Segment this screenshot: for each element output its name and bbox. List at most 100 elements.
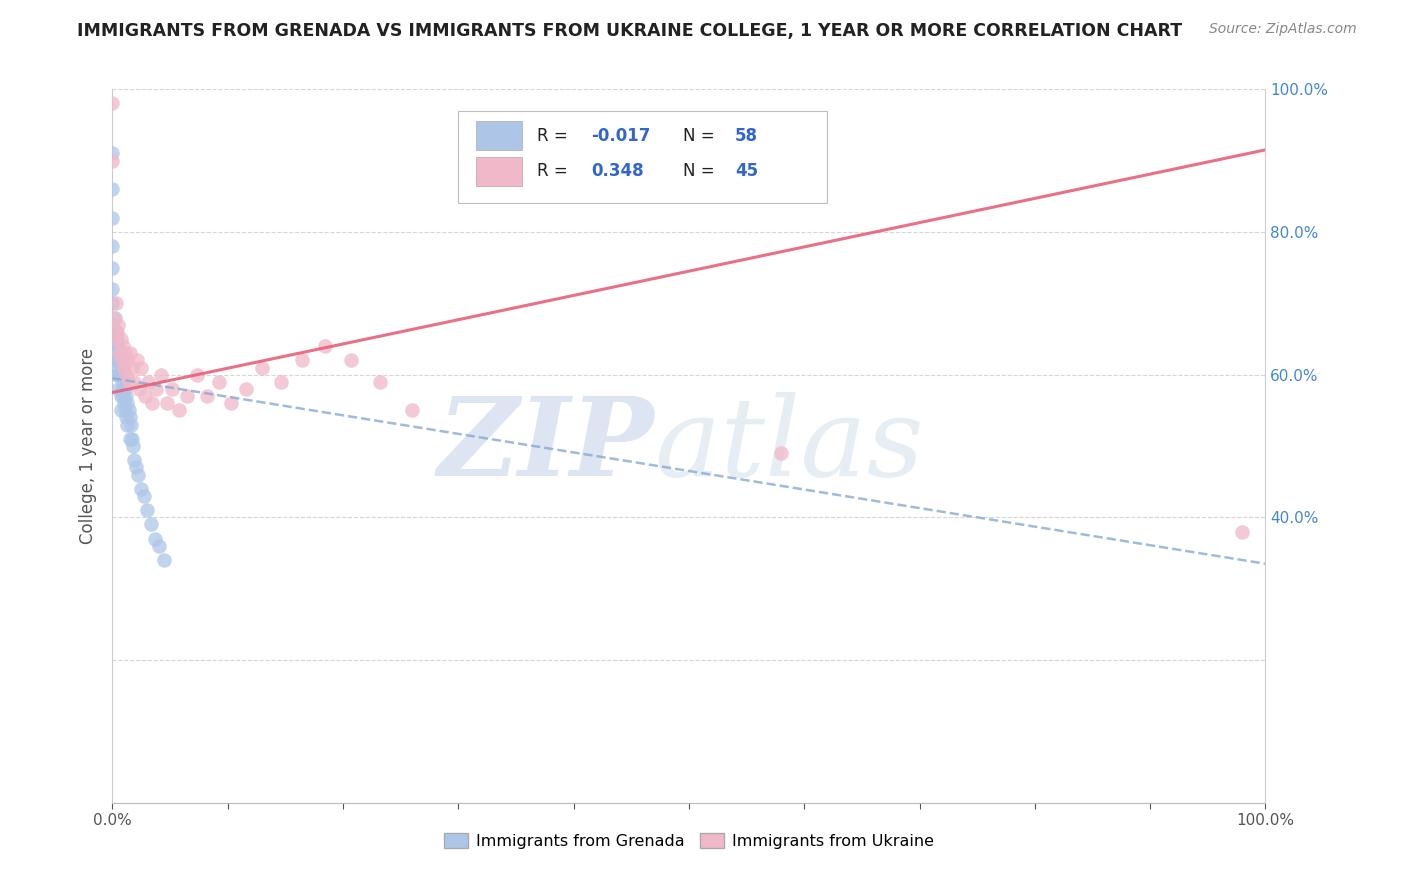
Point <box>770 446 793 460</box>
Point <box>110 389 132 403</box>
Point <box>169 403 191 417</box>
Point <box>118 410 141 425</box>
Point <box>112 396 135 410</box>
Point <box>368 375 391 389</box>
Point <box>118 432 141 446</box>
Text: Source: ZipAtlas.com: Source: ZipAtlas.com <box>1209 22 1357 37</box>
Point <box>145 382 167 396</box>
Text: N =: N = <box>683 162 720 180</box>
Point <box>117 403 139 417</box>
Point <box>207 375 229 389</box>
Text: 45: 45 <box>735 162 758 180</box>
Point <box>112 375 135 389</box>
Point <box>101 260 124 275</box>
Point <box>104 296 127 310</box>
Point <box>121 432 143 446</box>
Text: R =: R = <box>537 162 572 180</box>
Text: ZIP: ZIP <box>437 392 654 500</box>
Text: -0.017: -0.017 <box>591 127 651 145</box>
Legend: Immigrants from Grenada, Immigrants from Ukraine: Immigrants from Grenada, Immigrants from… <box>437 827 941 855</box>
Point <box>162 382 184 396</box>
Point <box>108 346 131 360</box>
Point <box>104 339 127 353</box>
Point <box>111 360 134 375</box>
Point <box>107 382 129 396</box>
Point <box>125 353 148 368</box>
Point <box>105 368 128 382</box>
Point <box>153 553 176 567</box>
Point <box>186 368 208 382</box>
Point <box>108 346 131 360</box>
Text: 58: 58 <box>735 127 758 145</box>
Point <box>122 439 145 453</box>
Point <box>104 325 127 339</box>
Point <box>117 375 139 389</box>
Point <box>107 353 129 368</box>
Point <box>110 332 132 346</box>
Point <box>129 360 153 375</box>
Point <box>115 368 138 382</box>
Point <box>101 282 124 296</box>
Point <box>104 325 127 339</box>
Point <box>270 375 292 389</box>
Point <box>115 389 138 403</box>
Point <box>252 360 274 375</box>
Point <box>110 403 132 417</box>
Point <box>110 368 132 382</box>
Point <box>124 460 146 475</box>
Point <box>104 310 127 325</box>
Point <box>1232 524 1254 539</box>
Point <box>156 396 179 410</box>
Point <box>124 375 146 389</box>
Point <box>101 332 124 346</box>
Point <box>118 346 141 360</box>
Point <box>107 318 129 332</box>
Point <box>103 310 125 325</box>
Point <box>121 360 143 375</box>
Text: 0.348: 0.348 <box>591 162 644 180</box>
Point <box>107 368 129 382</box>
Y-axis label: College, 1 year or more: College, 1 year or more <box>79 348 97 544</box>
Point <box>195 389 218 403</box>
Point <box>141 396 163 410</box>
Point <box>101 96 124 111</box>
Point <box>101 182 124 196</box>
Point <box>105 332 128 346</box>
Point <box>101 346 124 360</box>
FancyBboxPatch shape <box>475 121 522 150</box>
Point <box>107 339 129 353</box>
Point <box>111 389 134 403</box>
Point <box>129 482 153 496</box>
Point <box>340 353 363 368</box>
Point <box>105 325 128 339</box>
Point <box>111 339 134 353</box>
Point <box>117 353 139 368</box>
Point <box>104 339 127 353</box>
Point <box>235 382 257 396</box>
Point <box>115 410 138 425</box>
FancyBboxPatch shape <box>458 111 827 203</box>
Point <box>114 382 136 396</box>
Point <box>176 389 198 403</box>
Point <box>112 360 135 375</box>
Point <box>114 346 136 360</box>
Point <box>104 332 127 346</box>
Point <box>401 403 423 417</box>
Point <box>117 417 139 432</box>
Point <box>111 382 134 396</box>
Point <box>105 346 128 360</box>
Point <box>219 396 242 410</box>
Point <box>134 389 156 403</box>
Point <box>136 503 159 517</box>
FancyBboxPatch shape <box>475 157 522 186</box>
Point <box>127 467 149 482</box>
Point <box>101 153 124 168</box>
Point <box>149 368 172 382</box>
Point <box>290 353 312 368</box>
Text: N =: N = <box>683 127 720 145</box>
Point <box>110 353 132 368</box>
Point <box>104 360 127 375</box>
Point <box>124 453 146 467</box>
Point <box>139 517 162 532</box>
Point <box>101 318 124 332</box>
